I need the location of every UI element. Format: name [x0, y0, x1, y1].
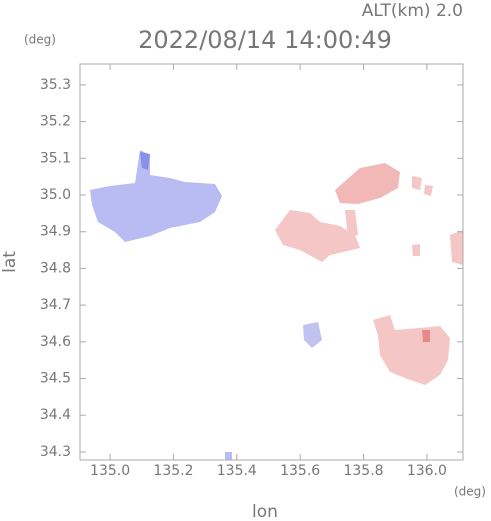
x-tick-label: 135.6 [280, 463, 320, 479]
y-tick-label: 34.5 [40, 371, 71, 387]
radar-echoes [90, 150, 463, 460]
echo [373, 315, 450, 385]
y-tick-label: 34.8 [40, 260, 71, 276]
y-tick-label: 35.2 [40, 114, 71, 130]
echo [90, 150, 222, 242]
echo [424, 185, 433, 196]
x-tick-label: 135.8 [343, 463, 383, 479]
echo [225, 452, 232, 460]
echo [345, 210, 358, 238]
y-unit: (deg) [24, 33, 56, 47]
echo [140, 152, 150, 170]
echo [412, 244, 420, 256]
echo [422, 330, 430, 342]
plot-frame [79, 63, 464, 461]
y-tick-label: 35.0 [40, 187, 71, 203]
altitude-label: ALT(km) 2.0 [362, 1, 463, 21]
echo [412, 176, 422, 190]
y-axis-label: lat [0, 251, 20, 273]
y-tick-label: 34.6 [40, 334, 71, 350]
y-tick-label: 35.1 [40, 150, 71, 166]
y-tick-label: 34.9 [40, 224, 71, 240]
x-tick-label: 136.0 [407, 463, 447, 479]
x-tick-label: 135.0 [90, 463, 130, 479]
x-unit: (deg) [454, 485, 486, 499]
y-tick-label: 34.4 [40, 407, 71, 423]
echo [275, 210, 360, 262]
y-tick-label: 34.3 [40, 444, 71, 460]
echo [303, 322, 322, 348]
x-axis-label: lon [252, 502, 278, 521]
x-tick-label: 135.4 [217, 463, 257, 479]
x-tick-label: 135.2 [153, 463, 193, 479]
echo [335, 163, 400, 204]
chart-title: 2022/08/14 14:00:49 [138, 26, 392, 54]
y-tick-label: 34.7 [40, 297, 71, 313]
y-tick-label: 35.3 [40, 77, 71, 93]
echo [450, 230, 463, 265]
